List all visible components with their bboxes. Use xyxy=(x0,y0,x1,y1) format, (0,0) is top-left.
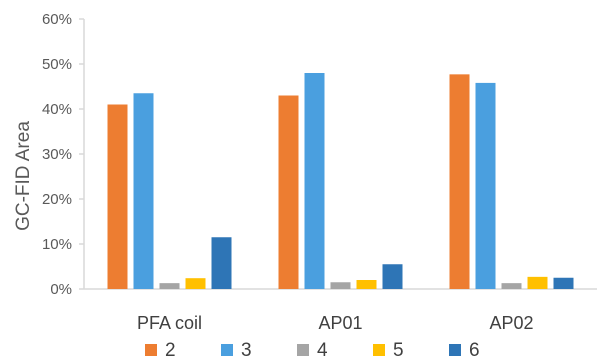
legend-label: 5 xyxy=(393,340,404,361)
legend-label: 2 xyxy=(165,340,176,361)
x-axis: PFA coil AP01 AP02 xyxy=(84,288,597,333)
y-tick-label: 20% xyxy=(42,191,72,208)
bar-series-3-pfa-coil xyxy=(133,93,154,289)
bar-series-3-ap02 xyxy=(475,82,496,290)
bar-series-6-ap01 xyxy=(382,264,403,289)
legend-label: 6 xyxy=(469,340,480,361)
y-axis: 0% 10% 20% 30% 40% 50% 60% xyxy=(42,11,85,298)
bar-series-6-pfa-coil xyxy=(211,237,232,289)
y-tick-label: 0% xyxy=(50,281,72,298)
y-tick-label: 60% xyxy=(42,11,72,28)
bar-series-5-pfa-coil xyxy=(185,278,206,289)
x-category-label: AP02 xyxy=(489,313,533,333)
y-tick-label: 30% xyxy=(42,146,72,163)
bar-series-2-pfa-coil xyxy=(107,104,128,289)
legend-swatch xyxy=(449,344,461,356)
legend-swatch xyxy=(297,344,309,356)
bar-series-2-ap01 xyxy=(278,95,299,289)
legend: 2 3 4 5 6 xyxy=(145,340,480,361)
bar-series-4-pfa-coil xyxy=(159,283,180,289)
y-axis-label: GC-FID Area xyxy=(13,121,34,231)
bar-series-5-ap01 xyxy=(356,280,377,289)
legend-label: 3 xyxy=(241,340,252,361)
x-category-label: PFA coil xyxy=(137,313,202,333)
legend-label: 4 xyxy=(317,340,328,361)
bar-series-5-ap02 xyxy=(527,276,548,289)
x-category-label: AP01 xyxy=(318,313,362,333)
legend-swatch xyxy=(221,344,233,356)
bar-series-4-ap02 xyxy=(501,283,522,289)
y-tick-label: 10% xyxy=(42,236,72,253)
bar-series-2-ap02 xyxy=(449,74,470,289)
legend-swatch xyxy=(145,344,157,356)
bar-series-3-ap01 xyxy=(304,73,325,289)
y-tick-label: 50% xyxy=(42,56,72,73)
legend-swatch xyxy=(373,344,385,356)
bar-series-6-ap02 xyxy=(553,277,574,289)
bars xyxy=(107,73,574,290)
bar-series-4-ap01 xyxy=(330,282,351,289)
y-tick-label: 40% xyxy=(42,101,72,118)
